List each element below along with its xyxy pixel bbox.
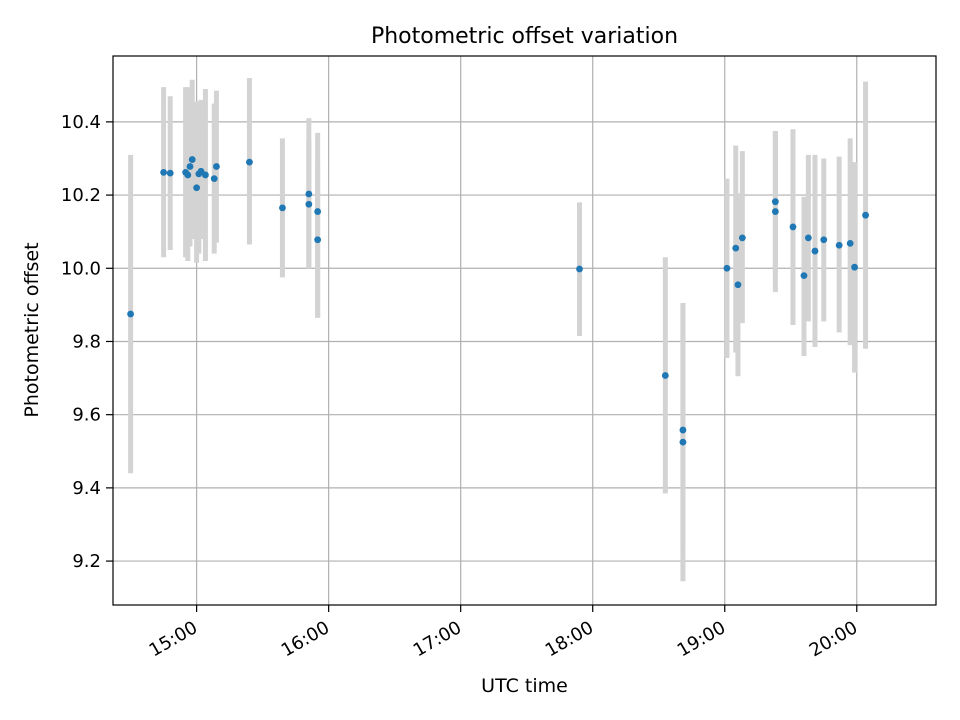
y-tick-label: 9.6 — [72, 405, 101, 426]
data-point — [213, 163, 220, 170]
data-point — [679, 426, 687, 434]
y-tick-label: 10.4 — [61, 112, 101, 133]
data-point — [193, 184, 201, 192]
data-point — [166, 169, 174, 177]
data-point — [305, 200, 313, 208]
y-axis-ticks: 9.2 9.4 9.6 9.8 10.0 10.2 10.4 — [61, 112, 113, 572]
data-point — [661, 372, 669, 379]
data-point — [305, 190, 313, 198]
data-point — [851, 263, 858, 271]
y-axis-label: Photometric offset — [21, 242, 43, 417]
data-point — [314, 208, 322, 215]
data-point — [811, 247, 819, 255]
data-point — [771, 208, 779, 215]
y-tick-label: 9.4 — [72, 478, 101, 499]
y-tick-label: 10.2 — [61, 185, 101, 206]
data-point — [188, 156, 196, 163]
data-point — [184, 171, 192, 179]
data-point — [279, 204, 286, 212]
data-point — [723, 264, 731, 272]
data-point — [734, 281, 742, 289]
data-point — [246, 158, 253, 166]
data-point — [160, 168, 168, 176]
x-axis-label: UTC time — [481, 675, 568, 697]
data-point — [679, 438, 687, 446]
data-point — [576, 265, 583, 273]
data-point — [314, 236, 322, 244]
data-point — [804, 234, 812, 242]
data-point — [846, 239, 854, 247]
data-point — [186, 163, 194, 170]
chart-title: Photometric offset variation — [371, 24, 678, 49]
data-point — [771, 198, 779, 206]
data-point — [789, 223, 797, 231]
data-point — [732, 244, 740, 252]
data-points — [127, 156, 869, 446]
data-point — [738, 234, 746, 242]
y-tick-label: 9.8 — [72, 331, 101, 352]
data-point — [127, 310, 135, 318]
data-point — [835, 241, 843, 249]
plot-area-frame — [112, 55, 937, 606]
y-tick-label: 10.0 — [61, 258, 101, 279]
y-tick-label: 9.2 — [72, 551, 101, 572]
data-point — [800, 272, 808, 279]
data-point — [820, 236, 828, 244]
data-point — [210, 175, 218, 183]
data-point — [202, 171, 209, 179]
data-point — [862, 211, 869, 219]
